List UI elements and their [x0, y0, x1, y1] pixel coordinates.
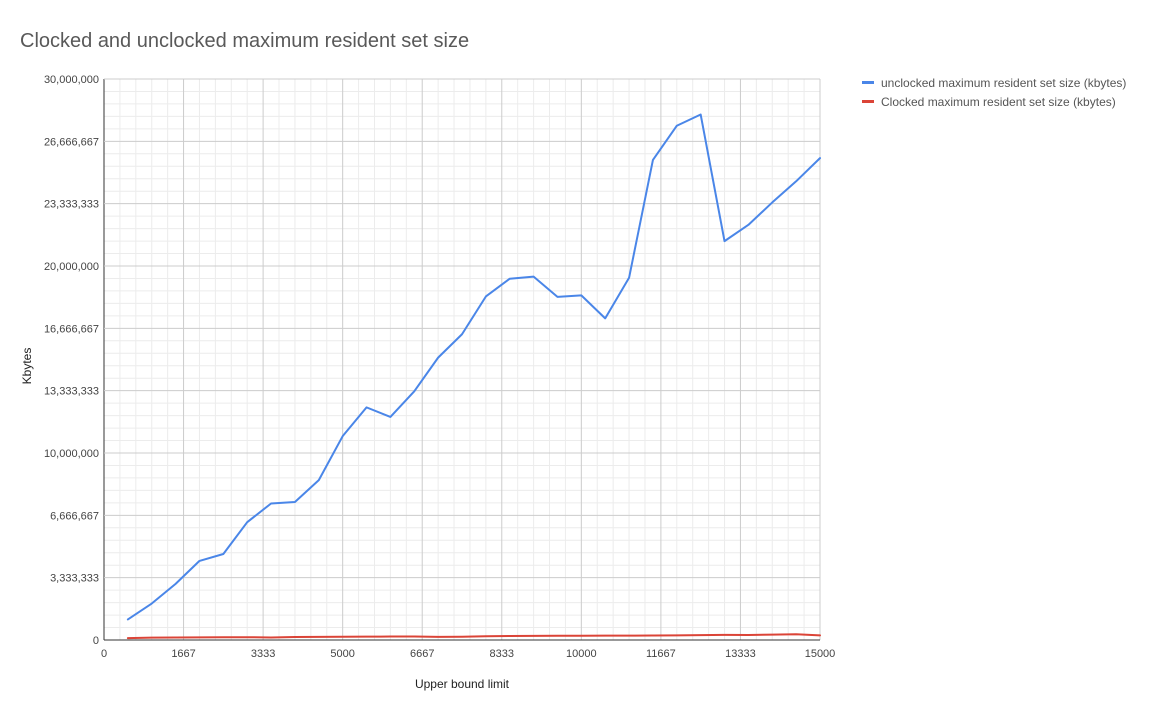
x-tick-label: 3333: [251, 648, 275, 660]
x-tick-label: 15000: [805, 648, 836, 660]
x-tick-label: 11667: [646, 648, 676, 660]
y-tick-label: 10,000,000: [44, 448, 99, 460]
x-tick-label: 0: [101, 648, 107, 660]
y-tick-label: 13,333,333: [44, 386, 99, 398]
series-lines: [126, 113, 821, 640]
legend-label-clocked: Clocked maximum resident set size (kbyte…: [881, 94, 1116, 109]
legend-item-unclocked[interactable]: unclocked maximum resident set size (kby…: [862, 73, 1126, 92]
x-tick-label: 10000: [566, 648, 597, 660]
series-line-unclocked: [126, 113, 821, 621]
y-tick-label: 0: [93, 635, 99, 647]
x-tick-label: 6667: [410, 648, 434, 660]
legend-swatch-unclocked: [862, 81, 874, 84]
x-tick-label: 8333: [490, 648, 514, 660]
y-tick-label: 16,666,667: [44, 323, 99, 335]
chart-title: Clocked and unclocked maximum resident s…: [20, 30, 470, 52]
x-tick-label: 5000: [330, 648, 354, 660]
y-axis-ticks: 0 3,333,333 6,666,667 10,000,000 13,333,333 1…: [44, 74, 99, 647]
y-tick-label: 3,333,333: [50, 573, 99, 585]
x-axis-title: Upper bound limit: [415, 677, 510, 691]
y-tick-label: 20,000,000: [44, 261, 99, 273]
series-line-clocked: [126, 633, 821, 640]
major-gridlines: [103, 78, 821, 641]
y-tick-label: 26,666,667: [44, 136, 99, 148]
legend-item-clocked[interactable]: Clocked maximum resident set size (kbyte…: [862, 92, 1126, 111]
y-tick-label: 23,333,333: [44, 199, 99, 211]
x-tick-label: 13333: [725, 648, 756, 660]
minor-gridlines: [104, 79, 820, 640]
legend-swatch-clocked: [862, 100, 874, 103]
y-tick-label: 30,000,000: [44, 74, 99, 86]
y-axis-title: Kbytes: [20, 348, 34, 385]
legend-label-unclocked: unclocked maximum resident set size (kby…: [881, 75, 1127, 90]
x-axis-ticks: 0 1667 3333 5000 6667 8333 10000 11667 13333 1500…: [101, 648, 835, 660]
legend: unclocked maximum resident set size (kby…: [862, 73, 1126, 111]
x-tick-label: 1667: [171, 648, 195, 660]
y-tick-label: 6,666,667: [50, 510, 99, 522]
